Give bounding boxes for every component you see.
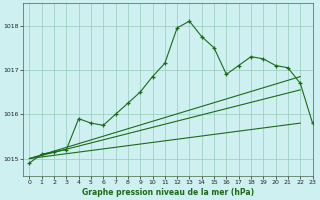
X-axis label: Graphe pression niveau de la mer (hPa): Graphe pression niveau de la mer (hPa) (82, 188, 254, 197)
